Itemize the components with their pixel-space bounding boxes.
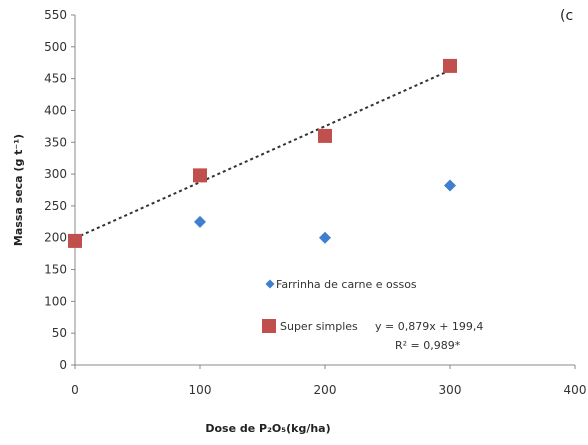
x-axis-title: Dose de P₂O₅(kg/ha): [205, 422, 330, 435]
y-tick-label: 350: [44, 135, 67, 149]
data-point-diamond: [319, 231, 331, 244]
legend-marker-diamond: [265, 279, 275, 289]
y-tick-label: 450: [44, 72, 67, 86]
data-point-square: [193, 168, 207, 183]
y-tick-label: 500: [44, 40, 67, 54]
y-tick-label: 150: [44, 263, 67, 277]
y-tick-label: 100: [44, 294, 67, 308]
trendline-equation: y = 0,879x + 199,4: [375, 320, 483, 333]
x-tick-label: 400: [564, 383, 587, 397]
data-point-square: [318, 128, 332, 143]
panel-label: (c: [560, 8, 573, 24]
legend-label-series-2: Super simples: [280, 320, 358, 333]
y-tick-label: 50: [52, 326, 67, 340]
y-tick-label: 300: [44, 167, 67, 181]
x-tick-label: 300: [439, 383, 462, 397]
trendline-r2: R² = 0,989*: [395, 339, 461, 352]
x-tick-label: 100: [189, 383, 212, 397]
data-point-diamond: [194, 215, 206, 228]
x-tick-label: 200: [314, 383, 337, 397]
y-tick-label: 0: [59, 358, 67, 372]
data-point-square: [443, 58, 457, 73]
data-point-square: [68, 233, 82, 248]
y-tick-label: 250: [44, 199, 67, 213]
x-tick-label: 0: [71, 383, 79, 397]
trendline: [74, 69, 451, 240]
legend-marker-square: [262, 319, 276, 333]
y-axis-title: Massa seca (g t⁻¹): [12, 134, 25, 246]
y-tick-label: 550: [44, 8, 67, 22]
legend: Farrinha de carne e ossos Super simples: [262, 278, 417, 333]
y-tick-label: 400: [44, 103, 67, 117]
y-tick-label: 200: [44, 231, 67, 245]
legend-label-series-1: Farrinha de carne e ossos: [276, 278, 417, 291]
data-point-diamond: [444, 179, 456, 192]
